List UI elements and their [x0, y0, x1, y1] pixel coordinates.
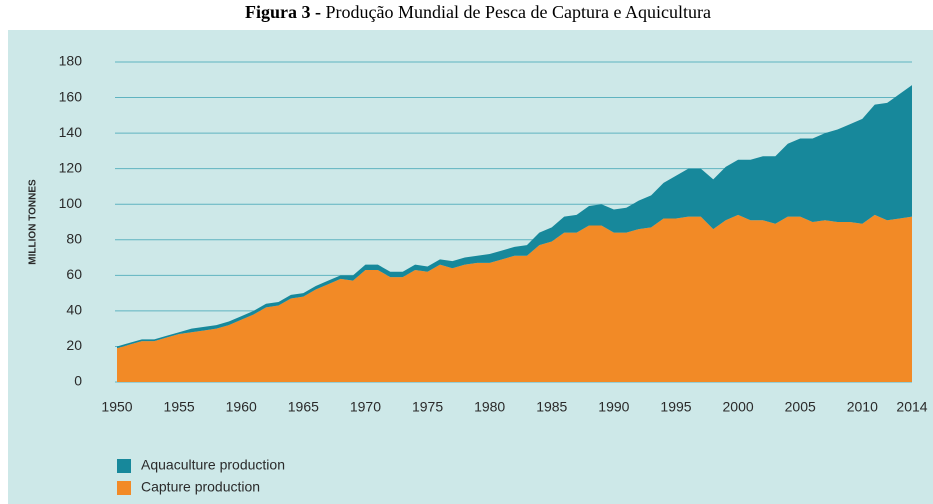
y-tick-label: 160	[59, 88, 83, 104]
legend-label: Capture production	[141, 479, 260, 495]
x-tick-label: 2005	[785, 399, 816, 415]
chart-title: Figura 3 - Produção Mundial de Pesca de …	[245, 2, 711, 22]
y-tick-label: 40	[66, 302, 82, 318]
x-tick-label: 2000	[723, 399, 754, 415]
legend-swatch	[117, 481, 131, 495]
x-tick-label: 1970	[350, 399, 381, 415]
y-tick-label: 60	[66, 266, 82, 282]
legend-swatch	[117, 459, 131, 473]
title-text: Produção Mundial de Pesca de Captura e A…	[326, 2, 711, 22]
x-tick-label: 1975	[412, 399, 443, 415]
legend-label: Aquaculture production	[141, 457, 285, 473]
y-tick-label: 20	[66, 337, 82, 353]
y-tick-label: 80	[66, 230, 82, 246]
x-tick-label: 1960	[226, 399, 257, 415]
area	[117, 214, 912, 382]
x-tick-label: 1980	[474, 399, 505, 415]
x-tick-label: 1985	[536, 399, 567, 415]
y-tick-label: 180	[59, 53, 83, 69]
x-tick-label: 2010	[847, 399, 878, 415]
x-tick-label: 1995	[660, 399, 691, 415]
area	[117, 85, 912, 349]
y-tick-label: 100	[59, 195, 83, 211]
x-tick-label: 2014	[896, 399, 927, 415]
x-tick-label: 1955	[164, 399, 195, 415]
x-tick-label: 1965	[288, 399, 319, 415]
y-tick-label: 0	[74, 373, 82, 389]
y-axis-label: MILLION TONNES	[28, 179, 39, 265]
x-tick-label: 1990	[598, 399, 629, 415]
figure-label: Figura 3 -	[245, 2, 321, 22]
y-tick-label: 120	[59, 159, 83, 175]
y-tick-label: 140	[59, 124, 83, 140]
x-tick-label: 1950	[101, 399, 132, 415]
